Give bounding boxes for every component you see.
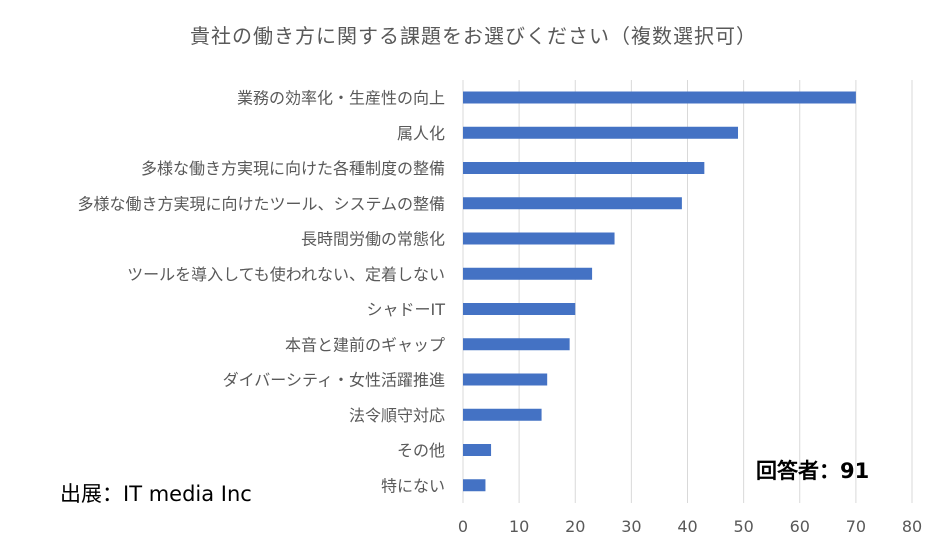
chart-title: 貴社の働き方に関する課題をお選びください（複数選択可） (190, 24, 757, 48)
x-tick-label-60: 60 (790, 517, 810, 536)
category-label-3: 多様な働き方実現に向けた各種制度の整備 (141, 159, 445, 178)
bar-2 (463, 126, 739, 139)
category-label-2: 属人化 (397, 124, 445, 143)
bar-11 (463, 444, 492, 456)
bar-5 (463, 232, 615, 245)
x-tick-label-80: 80 (902, 517, 922, 536)
bar-1 (463, 91, 856, 104)
x-tick-label-70: 70 (846, 517, 866, 536)
x-tick-label-10: 10 (509, 517, 529, 536)
category-label-12: 特にない (381, 476, 445, 495)
x-tick-label-50: 50 (733, 517, 753, 536)
category-label-4: 多様な働き方実現に向けたツール、システムの整備 (77, 194, 445, 213)
source-note: 出展：IT media Inc (60, 482, 252, 506)
bar-6 (463, 267, 593, 280)
respondent-count: 回答者：91 (756, 459, 870, 483)
bar-12 (463, 479, 486, 492)
category-label-8: 本音と建前のギャップ (285, 335, 445, 354)
category-label-10: 法令順守対応 (349, 406, 445, 425)
category-label-11: その他 (397, 441, 445, 460)
bar-8 (463, 338, 570, 351)
x-tick-label-20: 20 (565, 517, 585, 536)
category-label-7: シャドーIT (367, 300, 446, 319)
category-label-1: 業務の効率化・生産性の向上 (237, 89, 445, 108)
bar-10 (463, 408, 542, 421)
category-label-6: ツールを導入しても使われない、定着しない (127, 265, 445, 284)
bar-4 (463, 197, 682, 210)
x-tick-label-0: 0 (458, 517, 468, 536)
x-tick-label-30: 30 (621, 517, 641, 536)
category-label-9: ダイバーシティ・女性活躍推進 (223, 371, 445, 390)
x-tick-label-40: 40 (677, 517, 697, 536)
bar-7 (463, 303, 576, 315)
bar-9 (463, 373, 548, 386)
category-label-5: 長時間労働の常態化 (301, 230, 445, 249)
bar-3 (463, 162, 705, 174)
